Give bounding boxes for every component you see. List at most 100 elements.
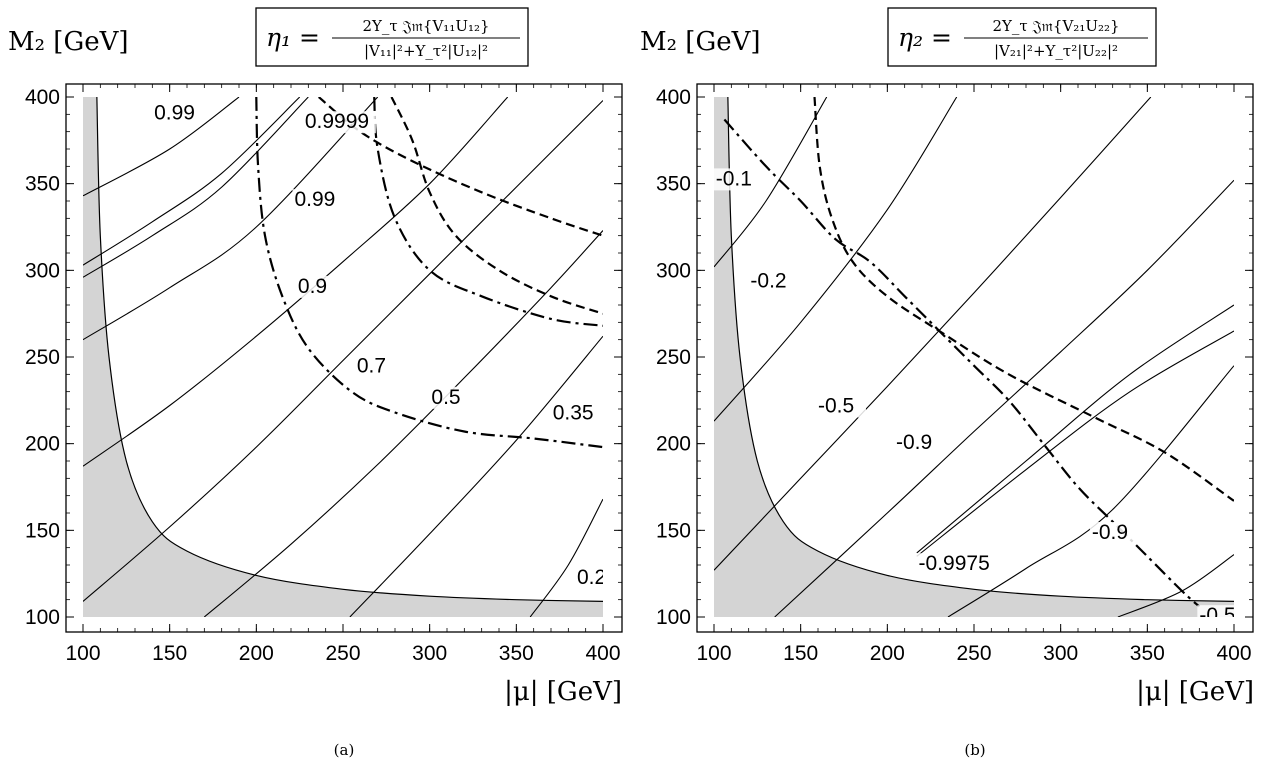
x-tick-label: 350 xyxy=(1130,642,1165,665)
contour-label-bg xyxy=(429,386,468,409)
y-tick-label: 200 xyxy=(25,433,60,456)
formula-denominator: |V₂₁|²+Y_τ²|U₂₂|² xyxy=(994,42,1118,60)
y-tick-label: 400 xyxy=(25,86,60,109)
contour-label-bg xyxy=(1197,605,1234,617)
plot-area: -0.1 -0.2 -0.5 -0.9 -0.9 -0.9975 -0.5 xyxy=(714,97,1235,627)
contour-label: 0.7 xyxy=(357,355,386,378)
x-tick-label: 400 xyxy=(1216,642,1251,665)
x-tick-label: 200 xyxy=(239,642,274,665)
contour-label-bg xyxy=(302,111,376,134)
contour-label: 0.99 xyxy=(154,102,195,125)
contour-label-bg xyxy=(292,189,343,212)
x-tick-label: 400 xyxy=(585,642,620,665)
dashed-curve-0 xyxy=(317,97,603,237)
dashed-curve-1 xyxy=(390,97,603,315)
y-tick-label: 300 xyxy=(25,259,60,282)
contour-label: -0.1 xyxy=(716,167,752,190)
y-tick-label: 100 xyxy=(656,606,691,629)
contour-line-5 xyxy=(916,304,1234,554)
x-axis-label: |μ| [GeV] xyxy=(1136,677,1254,707)
y-axis-label: M₂ [GeV] xyxy=(8,27,129,57)
excluded-region xyxy=(714,97,1234,617)
contour-line-3 xyxy=(83,97,379,341)
y-tick-label: 250 xyxy=(656,346,691,369)
contour-label: -0.5 xyxy=(818,394,854,417)
contour-line-6 xyxy=(203,230,603,617)
contour-label: -0.5 xyxy=(1199,604,1235,627)
excluded-region xyxy=(83,97,603,617)
contour-label-bg xyxy=(894,431,944,454)
contour-line-1 xyxy=(83,97,301,266)
x-tick-label: 300 xyxy=(1043,642,1078,665)
panel-b: -0.1 -0.2 -0.5 -0.9 -0.9 -0.9975 -0.5 100 150 200… xyxy=(640,7,1254,759)
x-axis-label: |μ| [GeV] xyxy=(504,677,622,707)
plot-area: 0.99 0.9999 0.99 0.9 0.7 0.5 0.35 0.25 xyxy=(83,97,618,617)
x-tick-label: 150 xyxy=(783,642,818,665)
dashdot-curve-1 xyxy=(373,97,603,327)
y-tick-label: 300 xyxy=(656,259,691,282)
contour-line-3 xyxy=(774,179,1234,617)
formula-denominator: |V₁₁|²+Y_τ²|U₁₂|² xyxy=(364,42,488,60)
x-tick-label: 250 xyxy=(325,642,360,665)
dashed-curve-0 xyxy=(813,97,1234,502)
x-tick-label: 250 xyxy=(956,642,991,665)
formula-lhs: η₂ = xyxy=(898,23,952,52)
dashdot-curve-0 xyxy=(723,118,1201,608)
y-tick-label: 250 xyxy=(25,346,60,369)
contour-label: -0.9 xyxy=(896,431,932,454)
x-tick-label: 150 xyxy=(152,642,187,665)
contour-line-0 xyxy=(83,97,240,197)
contour-label-bg xyxy=(354,355,394,378)
contour-label: -0.9 xyxy=(1092,521,1128,544)
y-tick-label: 200 xyxy=(656,433,691,456)
contour-label-bg xyxy=(575,567,603,590)
contour-label: 0.5 xyxy=(431,386,460,409)
y-tick-label: 350 xyxy=(25,173,60,196)
contour-line-2 xyxy=(714,97,1152,571)
contour-label: 0.9 xyxy=(298,275,327,298)
contour-label-bg xyxy=(714,168,764,191)
contour-label-bg xyxy=(152,102,203,125)
y-tick-label: 150 xyxy=(25,519,60,542)
y-tick-label: 100 xyxy=(25,606,60,629)
contour-line-0 xyxy=(714,97,828,268)
contour-label: 0.35 xyxy=(553,401,594,424)
contour-line-4 xyxy=(916,330,1234,557)
x-tick-label: 100 xyxy=(65,642,100,665)
panel-a: 0.99 0.9999 0.99 0.9 0.7 0.5 0.35 0.25 100 150 200… xyxy=(8,7,623,759)
contour-line-7 xyxy=(349,335,603,617)
y-tick-label: 400 xyxy=(656,86,691,109)
contour-label-bg xyxy=(295,275,335,298)
contour-label-bg xyxy=(916,553,1002,576)
contour-line-6 xyxy=(947,365,1234,617)
formula-lhs: η₁ = xyxy=(266,23,320,52)
contour-label: 0.9999 xyxy=(305,110,369,133)
panel-label: (a) xyxy=(334,741,355,759)
panel-label: (b) xyxy=(964,741,985,759)
x-tick-label: 200 xyxy=(870,642,905,665)
contour-label: -0.9975 xyxy=(919,552,990,575)
formula-box xyxy=(887,7,1157,67)
y-axis-label: M₂ [GeV] xyxy=(640,27,761,57)
formula-numerator: 2Y_τ 𝔍𝔪{V₁₁U₁₂} xyxy=(362,17,489,35)
y-tick-label: 350 xyxy=(656,173,691,196)
x-tick-label: 100 xyxy=(696,642,731,665)
formula-box xyxy=(255,7,529,67)
y-tick-label: 150 xyxy=(656,519,691,542)
boundary-curve xyxy=(727,97,1234,602)
contour-label-bg xyxy=(748,270,799,293)
contour-line-2 xyxy=(83,97,309,278)
x-tick-label: 350 xyxy=(499,642,534,665)
contour-label: 0.25 xyxy=(577,566,618,589)
contour-label-bg xyxy=(550,402,601,425)
boundary-curve xyxy=(96,97,603,602)
formula-numerator: 2Y_τ 𝔍𝔪{V₂₁U₂₂} xyxy=(992,17,1119,35)
contour-label-bg xyxy=(1089,522,1140,544)
contour-label: 0.99 xyxy=(294,188,335,211)
contour-line-8 xyxy=(529,498,603,617)
contour-label: -0.2 xyxy=(750,270,786,293)
contour-label-bg xyxy=(816,395,866,418)
contour-line-5 xyxy=(83,100,603,602)
x-tick-label: 300 xyxy=(412,642,447,665)
